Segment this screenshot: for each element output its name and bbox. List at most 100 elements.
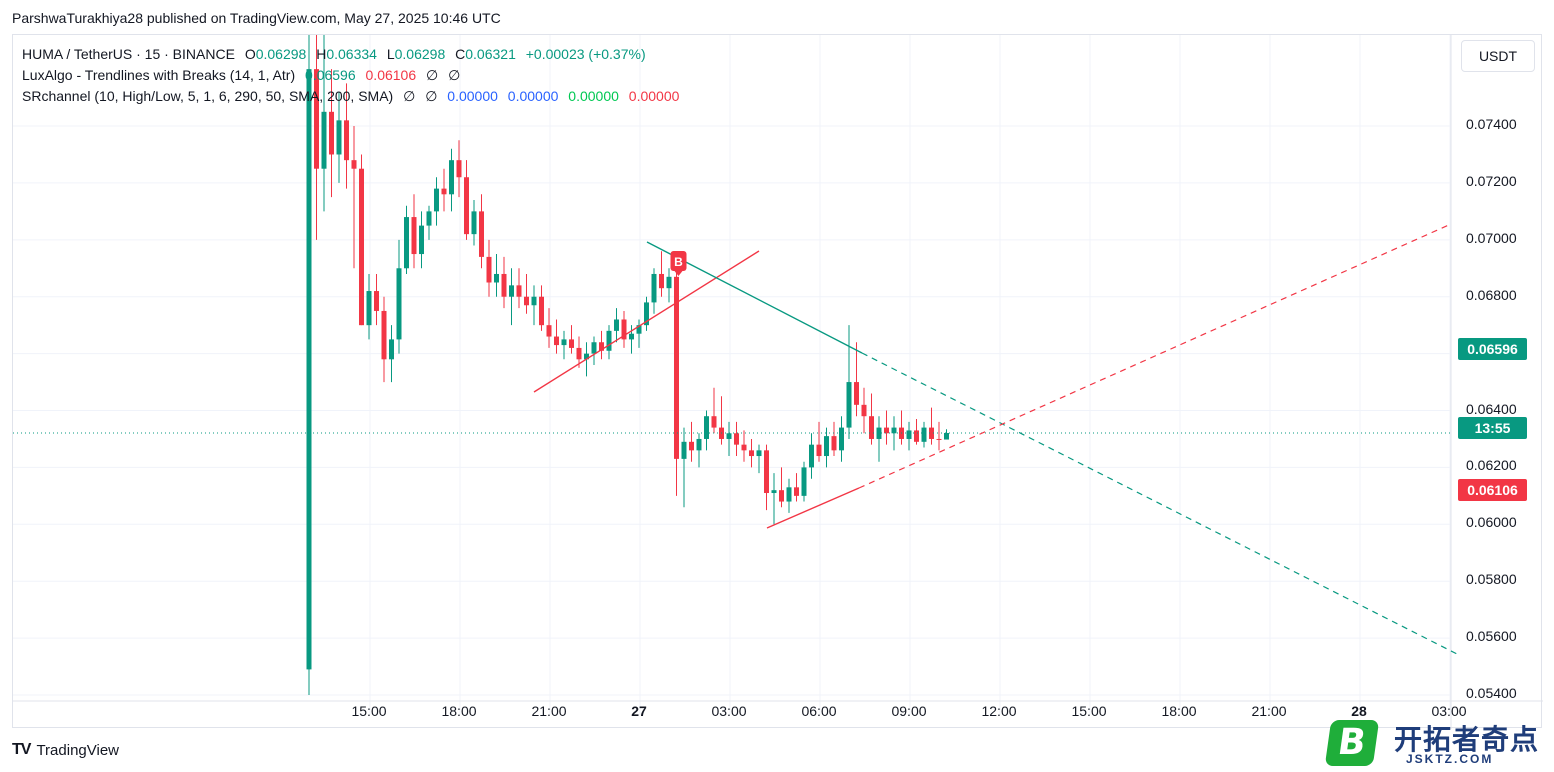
candle-body [876,427,882,439]
price-tick-label: 0.06200 [1466,457,1517,474]
candle-body [614,319,619,331]
candle-body [419,225,424,255]
candle-body [509,285,514,297]
tradingview-logo-icon: TV [12,741,31,758]
high-label: H [316,46,327,62]
time-tick-label: 28 [1351,703,1367,719]
resistance-trendline-projection [861,352,1460,656]
lower-trendline-price-tag: 0.06106 [1458,479,1527,501]
candle-body [366,291,372,326]
indicator-srchannel-row[interactable]: SRchannel (10, High/Low, 5, 1, 6, 290, 5… [22,86,679,107]
time-tick-label: 27 [631,703,647,719]
candle-body [584,353,589,360]
candle-body [696,438,702,451]
price-tick-label: 0.06000 [1466,514,1517,531]
candle-body [561,339,567,346]
tradingview-brand-text: TradingView [36,741,119,759]
candle-body [869,416,874,439]
symbol-legend-row[interactable]: HUMA / TetherUS · 15 · BINANCE O0.06298 … [22,44,679,65]
candle-body [479,211,484,257]
indicator-trendlines-upper: 0.06596 [305,67,356,83]
candle-body [929,427,934,439]
time-tick-label: 03:00 [711,703,747,719]
candle-body [704,416,709,439]
candle-body [449,160,454,195]
candle-body [464,177,469,235]
price-tick-label: 0.05400 [1466,685,1517,701]
tradingview-logo[interactable]: TV TradingView [12,741,119,759]
candle-body [749,450,754,457]
candle-body [794,487,799,496]
candle-body [681,441,687,459]
indicator-srchannel-value-1: 0.00000 [447,88,498,104]
close-value: 0.06321 [465,46,516,62]
price-tick-label: 0.07200 [1466,172,1517,189]
candle-body [711,416,717,428]
candle-body [591,342,597,354]
candle-body [659,273,664,289]
candle-body [689,441,694,451]
low-label: L [386,46,395,62]
candle-body [629,333,634,340]
chart-legend: HUMA / TetherUS · 15 · BINANCE O0.06298 … [22,44,679,107]
candle-body [389,339,394,360]
breakout-marker-label: B [674,255,683,269]
open-label: O [244,46,256,62]
candle-body [381,310,387,360]
indicator-trendlines-empty-2: ∅ [448,67,461,83]
candle-body [621,319,627,340]
breakout-marker-pointer [674,271,683,276]
candle-body [351,160,357,169]
currency-unit-button[interactable]: USDT [1461,40,1535,72]
candle-body [771,490,777,494]
candle-body [636,325,642,334]
candle-body [344,120,349,161]
candle-body [741,444,747,451]
candlestick-chart: B [13,35,1543,729]
indicator-srchannel-value-2: 0.00000 [507,88,559,104]
candle-body [494,273,499,283]
candle-body [336,120,342,155]
candle-body [441,188,447,195]
symbol-title: HUMA / TetherUS · 15 · BINANCE [22,46,235,62]
candle-body [734,433,739,445]
watermark-domain: JSKTZ.COM [1406,752,1494,766]
site-watermark: B 开拓者奇点 JSKTZ.COM [1310,716,1550,770]
breakout-marker [670,251,687,271]
candle-body [314,69,319,169]
indicator-trendlines-name: LuxAlgo - Trendlines with Breaks (14, 1,… [22,67,296,83]
candle-body [546,325,552,337]
close-label: C [455,46,466,62]
price-tick-label: 0.05800 [1466,571,1517,588]
low-value: 0.06298 [394,46,446,62]
indicator-srchannel-value-3: 0.00000 [568,88,619,104]
indicator-trendlines-row[interactable]: LuxAlgo - Trendlines with Breaks (14, 1,… [22,65,679,86]
time-tick-label: 03:00 [1431,703,1467,719]
time-tick-label: 06:00 [801,703,837,719]
candle-body [726,433,732,439]
candle-body [524,296,529,306]
candle-body [576,347,582,360]
candle-body [824,436,829,457]
candle-body [786,487,792,502]
candle-body [666,276,672,289]
upper-trendline-price-tag: 0.06596 [1458,338,1527,360]
candle-body [906,430,912,439]
candle-body [854,382,859,405]
candle-body [779,490,784,502]
time-tick-label: 09:00 [891,703,927,719]
indicator-srchannel-empty-2: ∅ [425,88,438,104]
candle-body [531,296,537,306]
candle-body [306,69,312,670]
time-tick-label: 21:00 [1251,703,1287,719]
candle-body [516,285,522,297]
candle-body [359,168,364,326]
time-tick-label: 15:00 [1071,703,1107,719]
candle-body [839,427,844,451]
candle-body [809,444,814,468]
candle-body [321,111,327,169]
candle-body [426,211,432,226]
candle-body [606,330,612,351]
publish-header: ParshwaTurakhiya28 published on TradingV… [12,10,501,26]
chart-pane[interactable]: B [12,34,1543,729]
